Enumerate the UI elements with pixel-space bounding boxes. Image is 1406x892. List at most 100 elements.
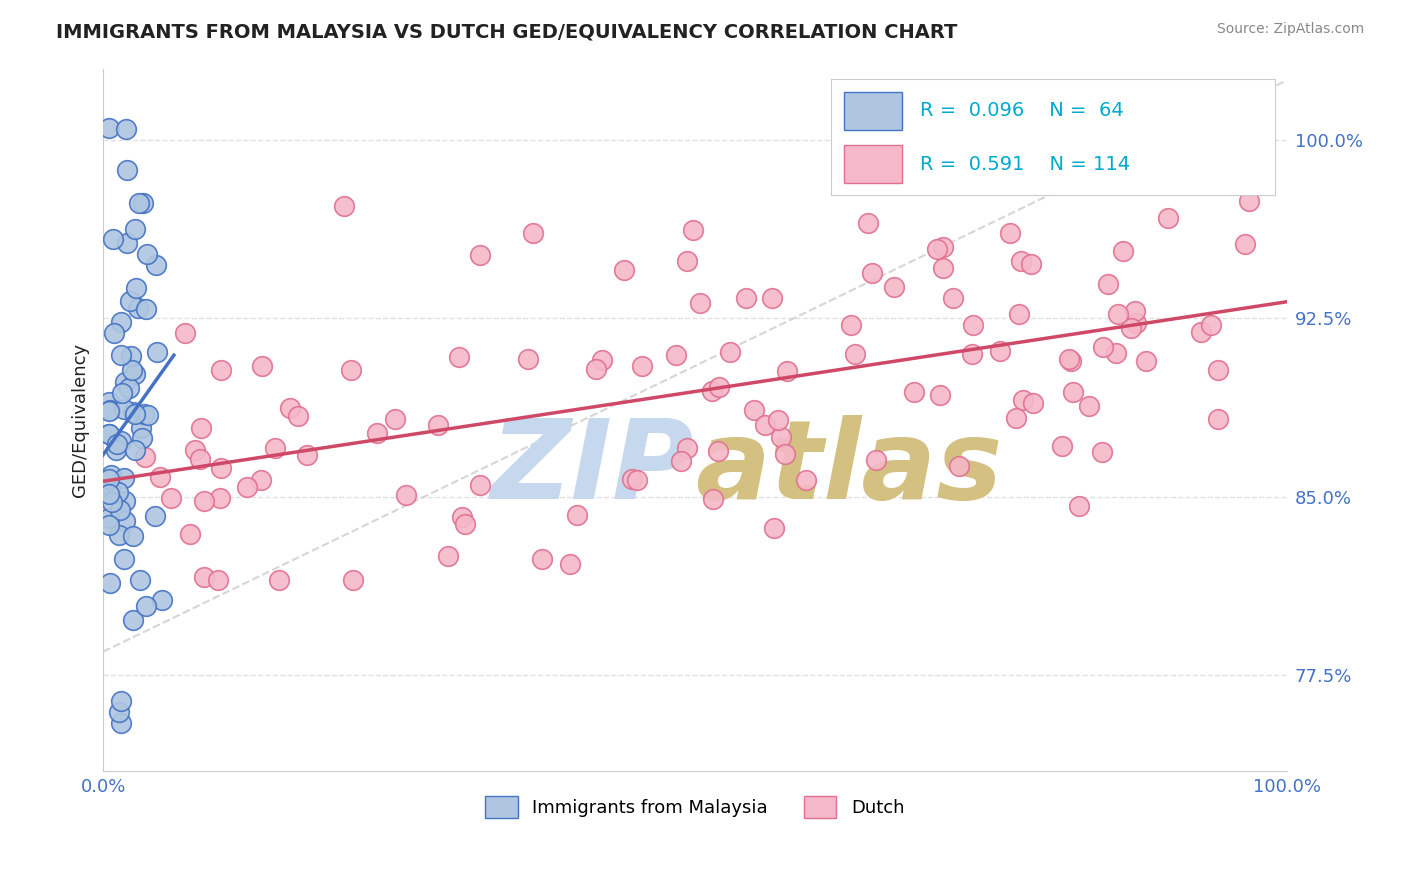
Point: [621, 472, 644, 486]
Point: [707, 380, 730, 394]
Point: [856, 217, 879, 231]
Point: [454, 516, 477, 531]
Point: [114, 514, 136, 528]
Point: [209, 460, 232, 475]
Point: [111, 386, 134, 401]
Point: [108, 705, 131, 719]
Point: [267, 574, 290, 588]
Point: [1123, 303, 1146, 318]
Point: [1125, 316, 1147, 330]
Point: [112, 402, 135, 417]
Point: [883, 279, 905, 293]
Point: [193, 570, 215, 584]
Point: [839, 318, 862, 333]
Point: [1091, 340, 1114, 354]
Point: [1239, 194, 1261, 208]
Point: [560, 557, 582, 571]
Point: [115, 236, 138, 251]
Point: [468, 478, 491, 492]
Point: [931, 239, 953, 253]
Point: [98, 426, 121, 441]
Point: [718, 345, 741, 359]
Point: [264, 441, 287, 455]
Point: [394, 488, 416, 502]
Point: [754, 417, 776, 432]
Point: [110, 716, 132, 731]
Point: [1119, 320, 1142, 334]
Point: [278, 401, 301, 415]
Point: [700, 384, 723, 398]
Point: [928, 387, 950, 401]
Point: [1156, 211, 1178, 225]
Point: [110, 348, 132, 362]
Point: [135, 599, 157, 613]
Point: [1135, 353, 1157, 368]
Point: [209, 491, 232, 505]
Point: [1062, 385, 1084, 400]
Point: [110, 434, 132, 448]
Point: [124, 408, 146, 422]
Point: [115, 162, 138, 177]
Point: [763, 521, 786, 535]
Text: IMMIGRANTS FROM MALAYSIA VS DUTCH GED/EQUIVALENCY CORRELATION CHART: IMMIGRANTS FROM MALAYSIA VS DUTCH GED/EQ…: [56, 22, 957, 41]
Point: [131, 432, 153, 446]
Point: [236, 479, 259, 493]
Legend: Immigrants from Malaysia, Dutch: Immigrants from Malaysia, Dutch: [478, 789, 911, 825]
Point: [100, 402, 122, 417]
Point: [132, 407, 155, 421]
Point: [125, 281, 148, 295]
Point: [193, 493, 215, 508]
Point: [103, 326, 125, 340]
Point: [98, 487, 121, 501]
Point: [530, 551, 553, 566]
Point: [862, 266, 884, 280]
Point: [988, 343, 1011, 358]
Point: [112, 471, 135, 485]
Point: [124, 442, 146, 457]
Point: [522, 226, 544, 240]
Point: [333, 199, 356, 213]
Point: [250, 473, 273, 487]
Point: [702, 491, 724, 506]
Point: [631, 359, 654, 373]
Point: [1052, 439, 1074, 453]
Point: [135, 302, 157, 317]
Point: [98, 576, 121, 591]
Point: [101, 232, 124, 246]
Point: [110, 316, 132, 330]
Point: [1189, 325, 1212, 339]
Point: [150, 593, 173, 607]
Point: [122, 613, 145, 627]
Point: [962, 318, 984, 333]
Point: [1091, 445, 1114, 459]
Point: [517, 352, 540, 367]
Point: [174, 326, 197, 341]
Point: [669, 454, 692, 468]
Point: [107, 485, 129, 500]
Point: [98, 518, 121, 533]
Point: [468, 248, 491, 262]
Point: [342, 574, 364, 588]
Point: [134, 450, 156, 464]
Point: [769, 430, 792, 444]
Point: [925, 242, 948, 256]
Point: [1112, 244, 1135, 258]
Text: ZIP: ZIP: [491, 416, 695, 522]
Point: [591, 352, 613, 367]
Point: [1097, 277, 1119, 291]
Point: [865, 453, 887, 467]
Point: [1067, 500, 1090, 514]
Point: [122, 405, 145, 419]
Point: [794, 473, 817, 487]
Y-axis label: GED/Equivalency: GED/Equivalency: [72, 343, 89, 497]
Point: [735, 291, 758, 305]
Point: [998, 226, 1021, 240]
Point: [942, 292, 965, 306]
Point: [160, 491, 183, 505]
Point: [1010, 254, 1032, 268]
Point: [105, 437, 128, 451]
Point: [121, 529, 143, 543]
Point: [450, 510, 472, 524]
Point: [1234, 236, 1257, 251]
Point: [676, 254, 699, 268]
